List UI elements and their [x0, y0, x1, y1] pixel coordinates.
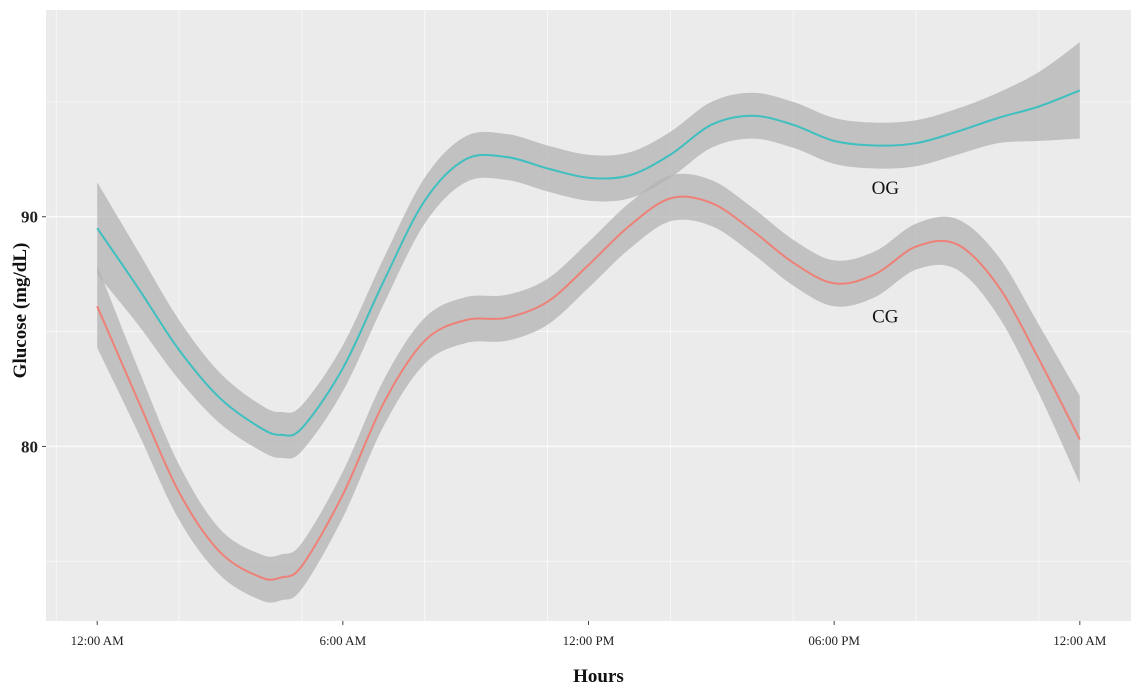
series-lines [96, 89, 1081, 581]
band-og [97, 42, 1080, 459]
x-tick-label: 12:00 AM [71, 633, 125, 648]
x-tick-label: 6:00 AM [320, 633, 367, 648]
x-axis-ticks: 12:00 AM 6:00 AM 12:00 PM 06:00 PM 12:00 AM [71, 621, 1107, 648]
y-tick-label: 80 [21, 437, 38, 456]
line-cg [96, 195, 1081, 581]
x-axis-title: Hours [573, 666, 624, 686]
x-tick-label: 06:00 PM [808, 633, 860, 648]
x-tick-label: 12:00 AM [1053, 633, 1107, 648]
y-axis-ticks: 80 90 [21, 208, 46, 456]
series-label-cg: CG [872, 306, 899, 327]
series-labels: OG CG [872, 178, 900, 328]
series-label-og: OG [872, 178, 900, 199]
x-tick-label: 12:00 PM [563, 633, 615, 648]
y-tick-label: 90 [21, 208, 38, 227]
y-axis-title: Glucose (mg/dL) [10, 243, 31, 379]
line-og [96, 89, 1081, 437]
